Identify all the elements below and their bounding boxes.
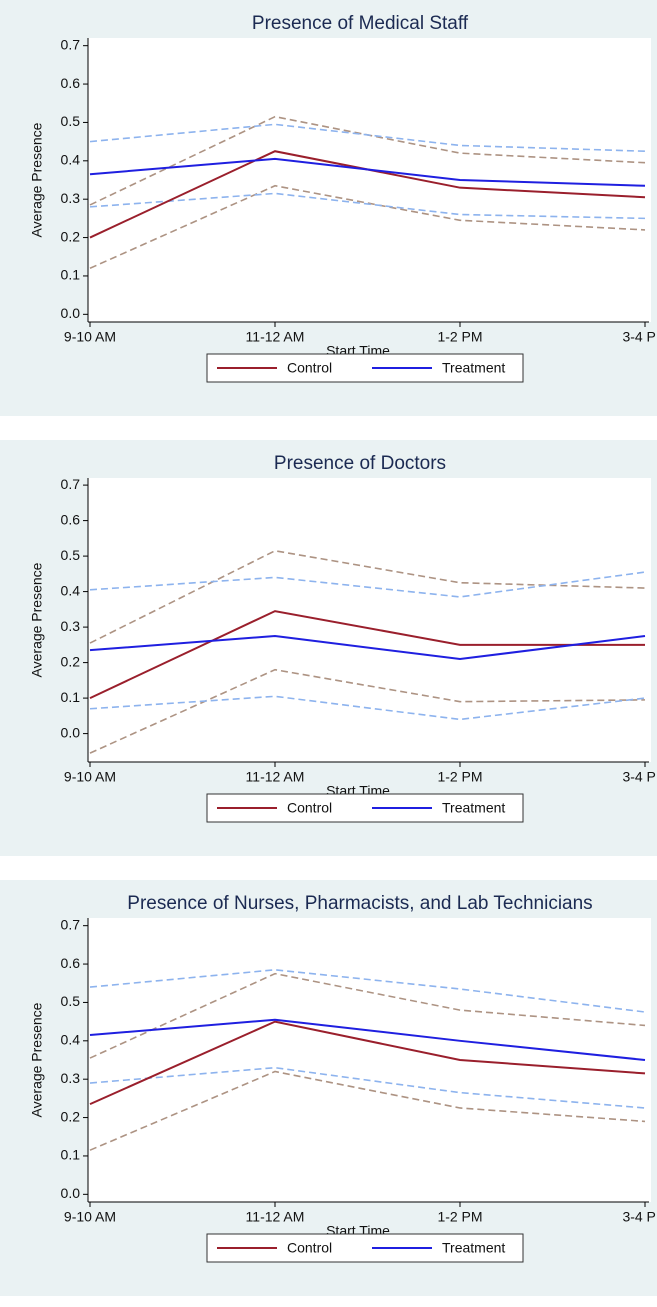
series-line: [89, 157, 646, 187]
y-axis-label: Average Presence: [29, 562, 45, 677]
chart-panel: Presence of Medical Staff 0.0 0.1 0.2 0.3 0.4…: [0, 0, 657, 416]
series-line: [89, 610, 645, 700]
x-tick-label: 3-4 PM: [622, 1209, 657, 1225]
y-tick-label: 0.3: [61, 1070, 81, 1086]
ci-line: [89, 695, 646, 721]
y-tick-label: 0.5: [61, 993, 81, 1009]
legend-label: Treatment: [442, 800, 505, 816]
y-tick-label: 0.0: [61, 305, 81, 321]
y-tick-label: 0.1: [61, 689, 81, 705]
x-tick-label: 11-12 AM: [246, 329, 305, 345]
y-tick-label: 0.2: [61, 653, 81, 669]
y-tick-label: 0.3: [61, 190, 81, 206]
x-tick-label: 11-12 AM: [246, 1209, 305, 1225]
x-tick-label: 11-12 AM: [246, 769, 305, 785]
y-tick-label: 0.6: [61, 511, 81, 527]
x-tick-label: 9-10 AM: [64, 329, 116, 345]
ci-line: [89, 1066, 646, 1109]
chart-panel: Presence of Doctors 0.0 0.1 0.2 0.3 0.4 0.5 0.6…: [0, 440, 657, 856]
y-tick-label: 0.3: [61, 618, 81, 634]
chart-title: Presence of Nurses, Pharmacists, and Lab…: [127, 893, 592, 914]
legend-label: Treatment: [442, 1240, 505, 1256]
y-tick-label: 0.5: [61, 547, 81, 563]
legend-label: Control: [287, 360, 332, 376]
ci-line: [89, 1070, 646, 1151]
x-tick-label: 9-10 AM: [64, 1209, 116, 1225]
y-tick-label: 0.0: [61, 1185, 81, 1201]
chart-title: Presence of Doctors: [274, 453, 446, 474]
x-tick-label: 1-2 PM: [437, 769, 482, 785]
x-tick-label: 1-2 PM: [437, 329, 482, 345]
chart-panel: Presence of Nurses, Pharmacists, and Lab…: [0, 880, 657, 1296]
y-tick-label: 0.6: [61, 955, 81, 971]
ci-line: [89, 192, 646, 220]
plot-area: [88, 38, 651, 322]
y-tick-label: 0.4: [61, 152, 81, 168]
ci-line: [89, 668, 646, 754]
y-tick-label: 0.1: [61, 1147, 81, 1163]
y-tick-label: 0.7: [61, 916, 81, 932]
y-tick-label: 0.0: [61, 724, 81, 740]
legend-label: Control: [287, 800, 332, 816]
y-axis-label: Average Presence: [29, 122, 45, 237]
y-tick-label: 0.2: [61, 228, 81, 244]
ci-line: [89, 969, 646, 1013]
y-tick-label: 0.4: [61, 582, 81, 598]
x-tick-label: 1-2 PM: [437, 1209, 482, 1225]
ci-line: [89, 549, 646, 644]
plot-area: [88, 918, 651, 1202]
series-line: [89, 1018, 646, 1061]
y-tick-label: 0.1: [61, 267, 81, 283]
ci-line: [89, 571, 646, 598]
y-tick-label: 0.4: [61, 1032, 81, 1048]
series-line: [89, 634, 646, 661]
ci-line: [89, 972, 646, 1059]
y-tick-label: 0.7: [61, 476, 81, 492]
y-tick-label: 0.6: [61, 75, 81, 91]
plot-area: [88, 478, 651, 762]
x-tick-label: 9-10 AM: [64, 769, 116, 785]
chart-title: Presence of Medical Staff: [252, 13, 469, 34]
y-axis-label: Average Presence: [29, 1002, 45, 1117]
y-tick-label: 0.2: [61, 1108, 81, 1124]
y-tick-label: 0.7: [61, 36, 81, 52]
series-line: [89, 1020, 646, 1106]
x-tick-label: 3-4 PM: [622, 329, 657, 345]
legend-label: Control: [287, 1240, 332, 1256]
x-tick-label: 3-4 PM: [622, 769, 657, 785]
ci-line: [89, 184, 646, 270]
ci-line: [89, 123, 646, 153]
legend-label: Treatment: [442, 360, 505, 376]
y-tick-label: 0.5: [61, 113, 81, 129]
